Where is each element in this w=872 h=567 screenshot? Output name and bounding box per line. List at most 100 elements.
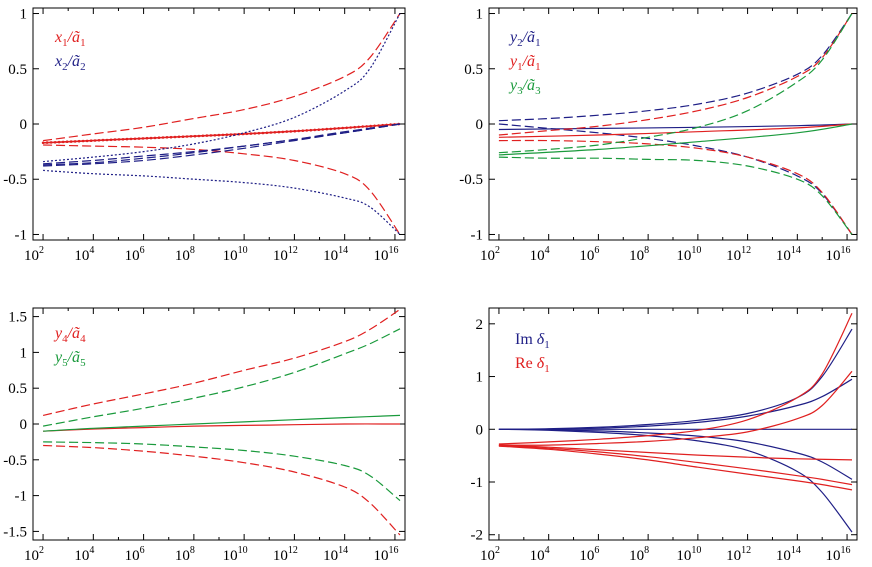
series-line <box>498 370 853 446</box>
x-tick-exponent: 2 <box>39 545 44 556</box>
series-marker <box>225 133 229 136</box>
x-tick-label: 108 <box>629 245 649 264</box>
series-marker <box>253 132 257 135</box>
y-tick-label: 1 <box>476 370 484 386</box>
x-tick-exponent: 12 <box>288 245 298 256</box>
series-marker <box>309 128 313 132</box>
x-tick-label: 1012 <box>273 245 298 264</box>
y-tick-label: 0 <box>476 117 484 133</box>
series-marker <box>357 125 361 129</box>
x-tick-exponent: 4 <box>545 245 550 256</box>
series-marker <box>305 129 309 132</box>
legend-symbol: x <box>54 29 62 46</box>
y-tick-label: -1 <box>471 227 484 243</box>
series-line <box>43 123 401 166</box>
y-tick-label: 0.5 <box>8 62 27 78</box>
x-tick-label: 104 <box>530 245 550 264</box>
series-marker <box>69 140 73 143</box>
series-marker <box>329 127 333 131</box>
series-marker <box>209 134 213 137</box>
y-tick-label: -0.5 <box>459 172 483 188</box>
panel-y45-ratios: 102 104 106 108 1010 1012 1014 1016-1.5-1-0.500… <box>3 307 406 564</box>
x-tick-label: 108 <box>175 545 195 564</box>
series-marker <box>317 128 321 131</box>
series-marker <box>137 137 141 140</box>
legend-slash: /ã <box>522 29 535 46</box>
series-marker <box>181 135 185 138</box>
x-tick-label: 1014 <box>323 245 348 264</box>
series-marker <box>257 131 261 135</box>
legend-entry: y5/ã5 <box>53 349 86 369</box>
series-line <box>43 123 401 165</box>
series-line <box>43 144 401 235</box>
legend-slash: /ã <box>67 349 80 366</box>
x-tick-label: 1016 <box>373 245 398 264</box>
legend-slash: /ã <box>67 325 80 342</box>
y-tick-label: -1.5 <box>3 524 27 540</box>
x-tick-exponent: 6 <box>140 245 145 256</box>
x-tick-exponent: 14 <box>791 245 801 256</box>
panel-y123-ratios: 102 104 106 108 1010 1012 1014 1016-1-0.500.51y… <box>459 7 858 264</box>
y-tick-label: -0.5 <box>3 172 27 188</box>
series-marker <box>369 124 373 128</box>
series-line <box>498 444 853 461</box>
series-marker <box>117 138 121 141</box>
series-marker <box>153 136 157 140</box>
y-tick-label: 0 <box>20 417 28 433</box>
x-tick-label: 1012 <box>726 545 751 564</box>
series-marker <box>377 124 380 127</box>
x-tick-exponent: 8 <box>190 245 195 256</box>
series-marker <box>281 130 285 134</box>
series-marker <box>333 127 337 130</box>
series-marker <box>113 138 117 141</box>
series-group <box>498 313 853 533</box>
y-tick-label: -1 <box>15 227 28 243</box>
series-marker <box>213 134 217 137</box>
series-line <box>42 328 401 427</box>
series-marker <box>197 134 201 138</box>
legend-subscript: 3 <box>517 85 523 97</box>
series-line <box>498 13 853 154</box>
x-tick-label: 106 <box>125 545 145 564</box>
series-line <box>498 123 853 138</box>
series-marker <box>41 141 45 145</box>
series-marker <box>53 141 57 144</box>
series-marker <box>217 133 221 137</box>
series-marker <box>389 123 392 126</box>
x-tick-label: 102 <box>480 245 500 264</box>
series-marker <box>121 138 125 141</box>
series-marker <box>97 139 101 142</box>
series-marker <box>161 136 165 139</box>
series-marker <box>65 140 69 143</box>
series-line <box>43 423 401 432</box>
y-tick-label: 2 <box>476 317 484 333</box>
x-tick-label: 1010 <box>223 545 248 564</box>
legend-symbol: y <box>53 349 63 366</box>
legend-entry: y1/ã1 <box>508 53 541 73</box>
series-group <box>498 13 853 235</box>
x-tick-label: 108 <box>629 545 649 564</box>
series-marker <box>365 125 369 128</box>
series-marker <box>285 130 289 133</box>
legend-entry: y4/ã4 <box>53 325 86 345</box>
x-tick-exponent: 6 <box>140 545 145 556</box>
y-tick-label: 0.5 <box>8 381 27 397</box>
series-marker <box>169 135 173 139</box>
legend-subscript: 3 <box>535 85 541 97</box>
series-marker <box>133 137 137 141</box>
series-line <box>43 444 401 536</box>
legend-symbol: δ <box>537 331 545 348</box>
y-tick-label: 1.5 <box>8 310 27 326</box>
series-marker <box>141 137 145 140</box>
x-tick-label: 104 <box>530 545 550 564</box>
x-tick-label: 1010 <box>223 245 248 264</box>
x-tick-exponent: 2 <box>39 245 44 256</box>
series-line <box>43 441 401 502</box>
x-tick-label: 102 <box>24 245 44 264</box>
legend-subscript: 1 <box>80 37 86 49</box>
y-tick-label: 1 <box>20 7 28 23</box>
x-tick-label: 104 <box>74 545 94 564</box>
series-marker <box>325 127 329 131</box>
x-tick-exponent: 16 <box>388 245 398 256</box>
x-tick-exponent: 4 <box>89 245 94 256</box>
